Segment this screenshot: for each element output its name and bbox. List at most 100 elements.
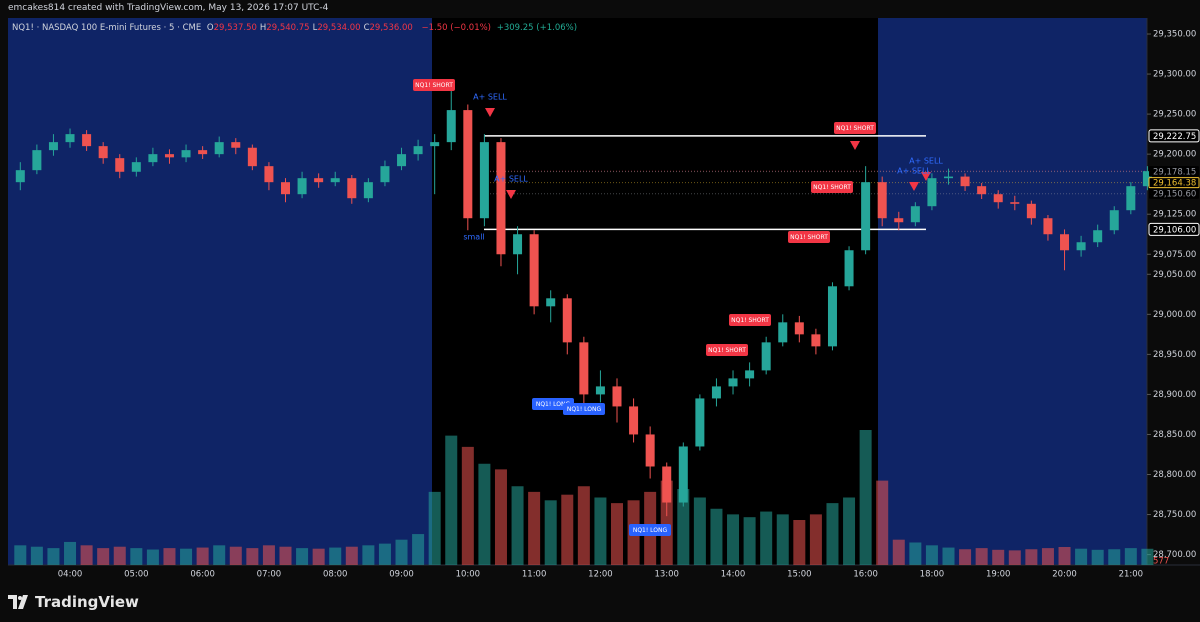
candle-body xyxy=(1093,230,1103,243)
session-shade xyxy=(878,18,1147,565)
signal-label: A+ SELL xyxy=(494,175,528,184)
candle-body xyxy=(579,342,589,395)
chart-layer: 28,700.00 28,750.00 28,800.00 28,850.00 28,9… xyxy=(14,30,1200,580)
signal-box xyxy=(834,122,876,134)
price-label: 29,222.75 xyxy=(1148,129,1200,143)
signal-label: small xyxy=(463,233,484,242)
candle-body xyxy=(794,322,804,335)
candle-body xyxy=(562,298,572,343)
volume-bar xyxy=(395,539,408,565)
price-label: 29,150.60 xyxy=(1149,188,1199,200)
candle-body xyxy=(231,142,241,148)
session-shade xyxy=(8,18,432,565)
candle-body xyxy=(32,150,42,171)
signal-label: NQ1! SHORT xyxy=(415,82,453,89)
volume-bar xyxy=(428,491,441,565)
ohlc: O29,537.50 H29,540.75 L29,534.00 C29,536.00 xyxy=(207,23,416,33)
x-tick-label: 10:00 xyxy=(456,570,481,580)
candle-body xyxy=(314,178,324,183)
candle-body xyxy=(894,218,904,223)
candle-body xyxy=(844,250,854,287)
signal-label: NQ1! LONG xyxy=(536,401,571,408)
price-label: 29,178.15 xyxy=(1149,166,1199,178)
candle-body xyxy=(397,154,407,167)
y-tick-label: 29,350.00 xyxy=(1153,30,1196,40)
y-tick-label: 28,700.00 xyxy=(1153,550,1196,560)
candle-body xyxy=(48,142,58,151)
ohlc-key: O xyxy=(206,23,214,33)
candle-body xyxy=(678,446,688,503)
candle-body xyxy=(181,150,191,158)
signal-box xyxy=(729,314,771,326)
volume-bar xyxy=(80,545,93,565)
price-label-text: 29,164.38 xyxy=(1153,179,1196,189)
candle-body xyxy=(546,298,556,307)
ohlc-value: 29,536.00 xyxy=(369,23,413,33)
candle-body xyxy=(363,182,373,199)
volume-bar xyxy=(412,534,425,565)
candle-body xyxy=(413,146,423,155)
volume-bar xyxy=(180,548,193,565)
volume-bar xyxy=(262,545,275,565)
volume-bar xyxy=(461,446,474,565)
candle-body xyxy=(612,386,622,407)
volume-bar xyxy=(229,546,242,565)
volume-bar xyxy=(826,503,839,565)
y-tick-label: 28,950.00 xyxy=(1153,350,1196,360)
logo[interactable]: TradingView xyxy=(8,593,139,611)
signal-label: NQ1! SHORT xyxy=(790,234,828,241)
volume-bar xyxy=(876,480,889,565)
signal-box xyxy=(788,231,830,243)
candle-body xyxy=(811,334,821,347)
volume-bar xyxy=(445,435,458,565)
signal-box xyxy=(629,524,671,536)
volume-bar xyxy=(246,548,259,565)
candle-body xyxy=(513,234,523,255)
signal-arrow xyxy=(909,182,919,191)
symbol: NQ1! · NASDAQ 100 E-mini Futures · 5 · C… xyxy=(12,23,202,33)
y-tick-label: 28,800.00 xyxy=(1153,470,1196,480)
candle-body xyxy=(264,166,274,183)
price-label: 29,164.38 xyxy=(1148,177,1200,189)
price-label-text: 29,106.00 xyxy=(1153,225,1196,235)
volume-bar xyxy=(743,517,756,565)
x-tick-label: 15:00 xyxy=(787,570,812,580)
signal-label: NQ1! SHORT xyxy=(813,184,851,191)
y-tick-label: 29,200.00 xyxy=(1153,150,1196,160)
price-label-text: 29,150.60 xyxy=(1153,190,1196,200)
ohlc-value: 29,540.75 xyxy=(266,23,310,33)
volume-bar xyxy=(859,430,872,565)
y-tick-label: 29,050.00 xyxy=(1153,270,1196,280)
signal-label: NQ1! LONG xyxy=(633,527,668,534)
volume-bar xyxy=(710,508,723,565)
x-tick-label: 04:00 xyxy=(58,570,83,580)
volume-bar xyxy=(97,548,110,565)
volume-bar xyxy=(146,549,159,565)
y-tick-label: 28,750.00 xyxy=(1153,510,1196,520)
volume-bar xyxy=(163,548,176,565)
volume-bar xyxy=(892,539,905,565)
x-tick-label: 11:00 xyxy=(522,570,547,580)
ohlc-key: L xyxy=(312,23,318,33)
ohlc-value: 29,537.50 xyxy=(213,23,257,33)
candle-body xyxy=(164,154,174,158)
candle-body xyxy=(761,342,771,371)
volume-bar xyxy=(478,463,491,565)
candle-body xyxy=(827,286,837,347)
signal-label: A+ SELL xyxy=(473,93,507,102)
candle-body xyxy=(380,166,390,183)
candle-body xyxy=(214,142,224,155)
candle-body xyxy=(430,142,440,147)
candle-body xyxy=(728,378,738,387)
volume-bar xyxy=(1058,547,1071,565)
volume-label: 577 xyxy=(1153,557,1169,567)
signal-box xyxy=(811,181,853,193)
volume-bar xyxy=(992,549,1005,565)
candle-body xyxy=(247,147,257,167)
price-label-box xyxy=(1149,188,1199,199)
candle-body xyxy=(778,322,788,343)
candle-body xyxy=(82,134,92,147)
volume-bar xyxy=(494,469,507,565)
price-label-box xyxy=(1148,129,1200,143)
candle-body xyxy=(65,134,75,143)
